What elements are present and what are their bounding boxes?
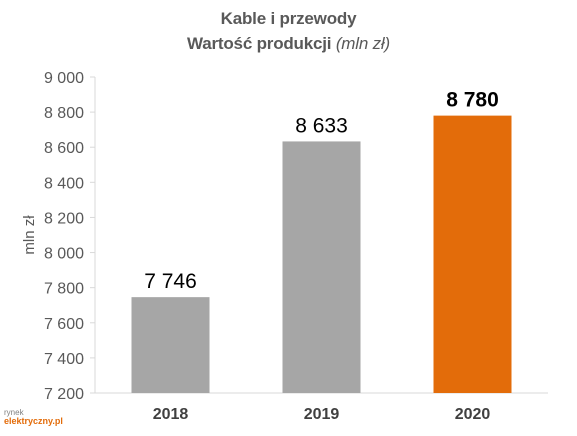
data-label-2019: 8 633 [295,114,348,137]
data-label-2020: 8 780 [446,89,499,112]
y-tick-label: 9 000 [44,70,84,87]
subtitle-unit: (mln zł) [335,34,390,53]
y-tick-label: 8 400 [44,175,84,192]
bar-2019 [282,141,361,393]
x-tick-label-2020: 2020 [455,406,491,423]
data-label-2018: 7 746 [144,270,197,293]
chart-title: Kable i przewody [220,9,357,28]
y-tick-label: 8 800 [44,105,84,122]
bar-2020 [433,115,512,393]
y-tick-label: 8 200 [44,210,84,227]
y-axis-title: mln zł [21,215,38,255]
subtitle-text: Wartość produkcji [187,34,332,53]
y-tick-label: 8 600 [44,140,84,157]
y-tick-label: 8 000 [44,246,84,263]
y-tick-label: 7 600 [44,316,84,333]
y-tick-label: 7 800 [44,281,84,298]
y-tick-label: 7 200 [44,386,84,403]
x-tick-label-2018: 2018 [153,406,189,423]
y-tick-label: 7 400 [44,351,84,368]
x-tick-label-2019: 2019 [304,406,340,423]
rynek-elektryczny-logo: rynek elektryczny.pl [4,408,63,426]
bar-2018 [131,297,210,393]
chart-subtitle: Wartość produkcji (mln zł) [0,34,577,54]
